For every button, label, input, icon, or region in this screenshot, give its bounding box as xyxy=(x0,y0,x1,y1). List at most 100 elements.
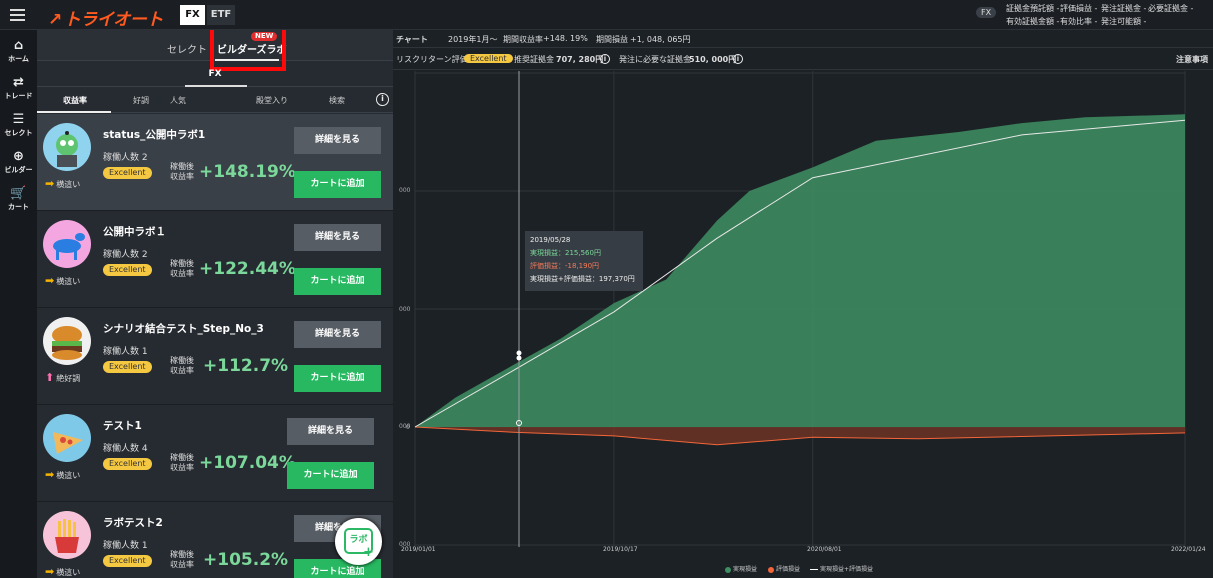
legend-total[interactable]: 実現損益+評価損益 xyxy=(810,564,873,573)
add-to-cart-button[interactable]: カートに追加 xyxy=(294,171,381,198)
labo-create-button[interactable]: ラボ + xyxy=(335,518,382,565)
return-value: +148. 19% xyxy=(543,34,588,43)
operating-count: 稼働人数 2 xyxy=(103,153,148,163)
notes-link[interactable]: 注意事項 xyxy=(1176,55,1208,64)
sort-tab-hall-of-fame[interactable]: 殿堂入り xyxy=(256,96,288,105)
rating-badge: Excellent xyxy=(103,361,152,373)
view-details-button[interactable]: 詳細を見る xyxy=(287,418,374,445)
orderable-amount: 発注可能額 - xyxy=(1101,17,1147,26)
info-icon[interactable]: i xyxy=(733,54,743,64)
order-margin-value: 510, 000円 xyxy=(689,55,737,64)
info-icon[interactable]: i xyxy=(376,93,389,106)
new-badge: NEW xyxy=(251,32,278,41)
labo-icon: ラボ xyxy=(344,528,373,554)
unrealized-pnl-area xyxy=(415,427,1185,445)
return-label: 稼働後 収益率 xyxy=(170,259,194,278)
return-label: 稼働後 収益率 xyxy=(170,162,194,181)
chart-subheader: リスクリターン評価 Excellent 推奨証拠金 707, 280円 i 発注… xyxy=(393,49,1213,70)
labo-card[interactable]: ⬆ 絶好調 シナリオ結合テスト_Step_No_3 稼働人数 1 Excellen… xyxy=(37,308,393,405)
return-label: 稼働後 収益率 xyxy=(170,356,194,375)
view-details-button[interactable]: 詳細を見る xyxy=(294,321,381,348)
account-type-badge[interactable]: FX xyxy=(976,7,997,18)
plus-icon: + xyxy=(363,545,374,560)
nav-select[interactable]: ☰ セレクト xyxy=(0,112,37,138)
left-nav: ⌂ ホーム ⇄ トレード ☰ セレクト ⊕ ビルダー 🛒 カート xyxy=(0,30,37,578)
tooltip-date: 2019/05/28 xyxy=(530,236,571,244)
add-to-cart-button[interactable]: カートに追加 xyxy=(287,462,374,489)
sort-tab-search[interactable]: 検索 xyxy=(329,96,345,105)
tooltip-total: 実現損益+評価損益：197,370円 xyxy=(530,275,635,283)
tab-builders-labo[interactable]: ビルダーズラボ xyxy=(217,45,287,56)
realized-pnl-area xyxy=(415,114,1185,428)
required-margin: 必要証拠金 - xyxy=(1148,4,1194,13)
sort-tab-good[interactable]: 好調 xyxy=(133,96,149,105)
add-to-cart-button[interactable]: カートに追加 xyxy=(294,365,381,392)
chart-header: チャート 2019年1月〜 期間収益率 +148. 19% 期間損益 +1, 0… xyxy=(393,30,1213,48)
unrealized-pnl: 評価損益 - xyxy=(1060,4,1098,13)
highlight-box xyxy=(210,30,286,71)
labo-name[interactable]: テスト1 xyxy=(103,420,142,432)
labo-card[interactable]: ➡ 横這い 公開中ラボ１ 稼働人数 2 Excellent 稼働後 収益率 +122… xyxy=(37,211,393,308)
labo-card[interactable]: ➡ 横這い status_公開中ラボ1 稼働人数 2 Excellent 稼働後収… xyxy=(37,114,393,211)
market-filter-fx[interactable]: FX xyxy=(208,69,222,79)
market-tab-fx[interactable]: FX xyxy=(180,5,205,25)
nav-cart[interactable]: 🛒 カート xyxy=(0,186,37,212)
trend-indicator: ➡ 横這い xyxy=(45,565,81,578)
legend-dot-icon xyxy=(725,566,731,573)
horse-avatar-icon xyxy=(43,220,91,268)
rating-badge: Excellent xyxy=(103,167,152,179)
effective-ratio: 有効比率 - xyxy=(1060,17,1098,26)
cart-icon: 🛒 xyxy=(10,186,27,201)
labo-name[interactable]: status_公開中ラボ1 xyxy=(103,129,206,141)
add-to-cart-button[interactable]: カートに追加 xyxy=(294,268,381,295)
y-tick: 000 xyxy=(399,423,411,430)
operating-count: 稼働人数 4 xyxy=(103,444,148,454)
arrow-right-icon: ➡ xyxy=(45,274,55,287)
nav-builder[interactable]: ⊕ ビルダー xyxy=(0,149,37,175)
panel-subtabs: セレクト ビルダーズラボ NEW xyxy=(37,30,393,71)
recommended-margin-label: 推奨証拠金 xyxy=(514,55,554,64)
labo-name[interactable]: シナリオ結合テスト_Step_No_3 xyxy=(103,323,264,335)
info-icon[interactable]: i xyxy=(600,54,610,64)
labo-card[interactable]: ➡ 横這い テスト1 稼働人数 4 Excellent 稼働後 収益率 +107.0… xyxy=(37,405,393,502)
sort-tab-popular[interactable]: 人気 xyxy=(170,96,186,105)
builder-icon: ⊕ xyxy=(13,149,24,164)
market-filter-indicator xyxy=(185,85,247,87)
tab-select[interactable]: セレクト xyxy=(167,45,207,56)
x-tick: 2020/08/01 xyxy=(807,546,842,553)
y-tick: 0 xyxy=(406,424,410,431)
arrow-right-icon: ➡ xyxy=(45,468,55,481)
sort-tab-return[interactable]: 収益率 xyxy=(63,96,87,105)
market-filter-row: FX xyxy=(37,62,393,87)
return-value: +148.19% xyxy=(199,162,296,182)
labo-name[interactable]: ラボテスト2 xyxy=(103,517,163,529)
nav-home[interactable]: ⌂ ホーム xyxy=(0,38,37,64)
sort-tabs: 収益率 好調 人気 殿堂入り 検索 i xyxy=(37,88,393,113)
labo-name[interactable]: 公開中ラボ１ xyxy=(103,226,166,238)
view-details-button[interactable]: 詳細を見る xyxy=(294,224,381,251)
legend-realized[interactable]: 実現損益 xyxy=(725,564,757,573)
return-value: +122.44% xyxy=(199,259,296,279)
y-tick: 000 xyxy=(399,306,411,313)
chart-title: チャート xyxy=(396,35,428,44)
sort-tab-indicator xyxy=(37,111,111,113)
unrealized-pnl-line xyxy=(414,426,1186,446)
burger-avatar-icon xyxy=(43,317,91,365)
view-details-button[interactable]: 詳細を見る xyxy=(294,127,381,154)
legend-unrealized[interactable]: 評価損益 xyxy=(768,564,800,573)
rating-badge: Excellent xyxy=(103,458,152,470)
effective-margin: 有効証拠金額 - xyxy=(1006,17,1060,26)
account-summary-col3: 発注証拠金 - 発注可能額 - xyxy=(1101,2,1146,28)
active-tab-indicator xyxy=(215,59,279,61)
market-tab-etf[interactable]: ETF xyxy=(207,5,235,25)
pnl-value: +1, 048, 065円 xyxy=(630,35,691,44)
pnl-chart[interactable] xyxy=(393,71,1213,571)
nav-trade[interactable]: ⇄ トレード xyxy=(0,75,37,101)
return-label: 稼働後 収益率 xyxy=(170,453,194,472)
menu-icon[interactable] xyxy=(10,9,25,21)
operating-count: 稼働人数 1 xyxy=(103,541,148,551)
y-tick: 000 xyxy=(399,541,411,548)
legend-line-icon xyxy=(810,569,818,570)
period-selector[interactable]: 2019年1月〜 xyxy=(448,35,498,44)
app-logo[interactable]: ↗ トライオート xyxy=(48,10,163,30)
